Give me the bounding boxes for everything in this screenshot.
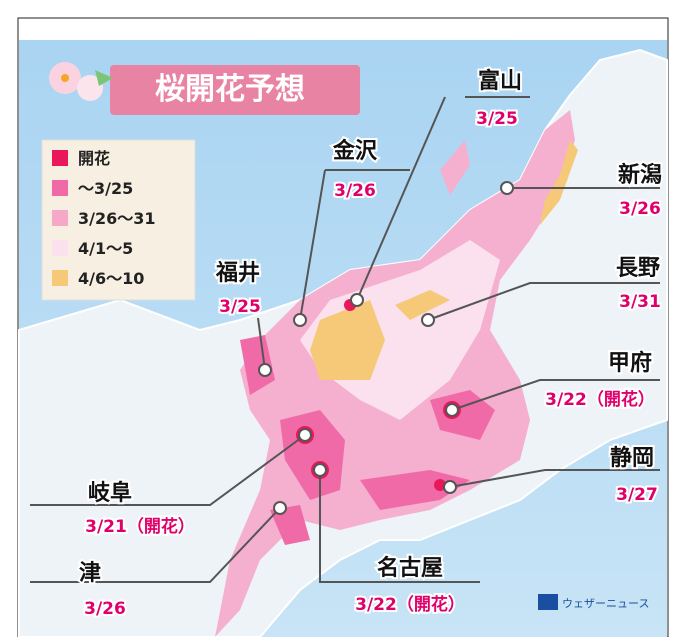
city-name: 静岡 [610,445,654,471]
legend-swatch [52,270,68,286]
city-dot [314,464,326,476]
logo-text: ウェザーニュース [562,597,649,610]
city-name: 金沢 [332,138,378,164]
bloom-date: 3/21（開花） [85,516,195,537]
city-dot [501,182,513,194]
city-name: 富山 [478,68,522,94]
city-dot [422,314,434,326]
bloom-date: 3/31 [619,292,661,312]
city-dot [259,364,271,376]
city-dot [294,314,306,326]
legend-swatch [52,150,68,166]
city-name: 福井 [215,261,260,286]
city-dot [274,502,286,514]
city-dot [444,481,456,493]
city-name: 甲府 [608,350,652,376]
legend-swatch [52,180,68,196]
bloom-date: 3/27 [616,485,658,505]
city-name: 津 [79,560,101,586]
legend-label: 4/6～10 [78,269,144,288]
bloom-date: 3/26 [84,599,126,619]
legend-label: 4/1～5 [78,239,133,258]
city-name: 新潟 [618,162,662,188]
city-name: 岐阜 [88,480,132,506]
legend-swatch [52,240,68,256]
city-dot [351,294,363,306]
bloom-date: 3/22（開花） [545,389,655,410]
logo: ウェザーニュース [538,594,649,610]
legend-label: ～3/25 [78,179,133,198]
bloom-date: 3/25 [219,297,261,317]
city-name: 長野 [616,256,660,281]
legend-label: 開花 [78,149,110,168]
city-dot [299,429,311,441]
bloom-date: 3/26 [334,181,376,201]
bloom-date: 3/26 [619,199,661,219]
city-name: 名古屋 [377,555,443,581]
legend-label: 3/26～31 [78,209,156,228]
legend-swatch [52,210,68,226]
bloom-date: 3/25 [476,109,518,129]
title: 桜開花予想 [155,72,305,107]
bloom-date: 3/22（開花） [355,594,465,615]
map-infographic: 桜開花予想 開花 ～3/25 3/26～31 4/1～5 4/6～10 富山 3/25 金沢… [0,0,686,637]
city-dot [446,404,458,416]
